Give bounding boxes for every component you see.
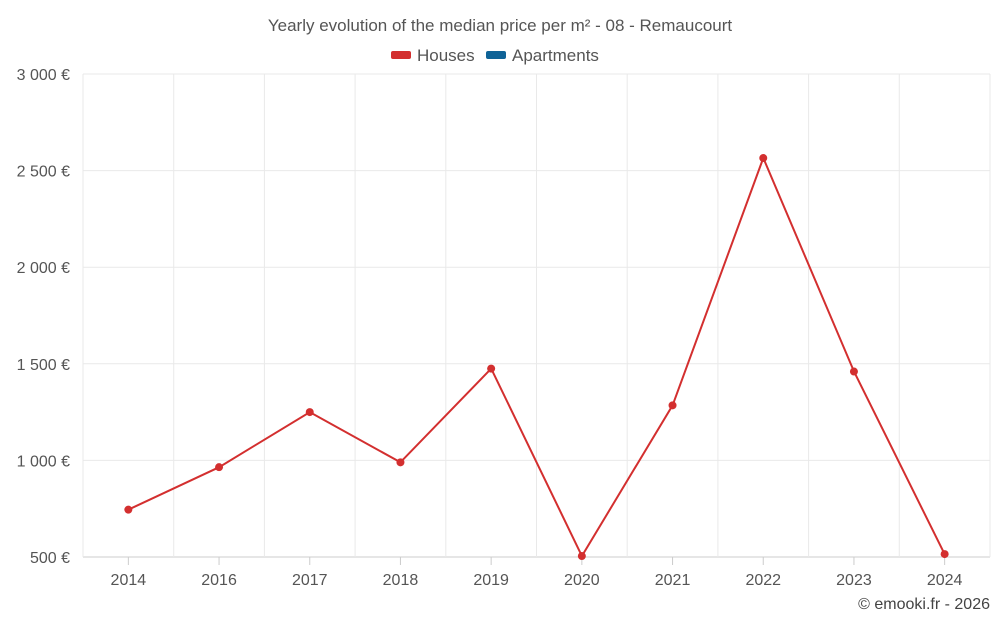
x-tick-label: 2022 xyxy=(745,572,781,589)
data-point-houses-2022[interactable] xyxy=(759,154,768,163)
legend-swatch-houses xyxy=(391,51,411,59)
legend-label-houses: Houses xyxy=(417,46,475,65)
chart-title: Yearly evolution of the median price per… xyxy=(268,16,733,35)
legend: Houses Apartments xyxy=(391,46,599,65)
x-tick-label: 2019 xyxy=(473,572,509,589)
data-point-houses-2017[interactable] xyxy=(305,408,314,417)
y-tick-label: 500 € xyxy=(30,550,70,567)
data-point-houses-2020[interactable] xyxy=(577,552,586,561)
x-tick-label: 2018 xyxy=(383,572,419,589)
series-line-houses xyxy=(127,155,946,559)
data-point-houses-2018[interactable] xyxy=(396,458,405,467)
data-point-houses-2021[interactable] xyxy=(668,401,677,410)
y-tick-label: 1 000 € xyxy=(17,453,70,470)
x-axis-labels: 2014 2016 2017 2018 2019 2020 2021 2022 2023 2024 xyxy=(111,557,963,589)
y-tick-label: 3 000 € xyxy=(17,67,70,84)
credit-text: © emooki.fr - 2026 xyxy=(858,596,990,613)
x-tick-label: 2017 xyxy=(292,572,328,589)
data-point-houses-2014[interactable] xyxy=(124,505,133,514)
legend-item-apartments[interactable]: Apartments xyxy=(486,46,599,65)
x-tick-label: 2020 xyxy=(564,572,600,589)
y-tick-label: 2 500 € xyxy=(17,164,70,181)
x-tick-label: 2014 xyxy=(111,572,147,589)
series-group xyxy=(124,154,949,561)
legend-item-houses[interactable]: Houses xyxy=(391,46,475,65)
y-axis-labels: 500 € 1 000 € 1 500 € 2 000 € 2 500 € 3 000 € xyxy=(17,67,70,567)
x-tick-label: 2016 xyxy=(201,572,237,589)
x-tick-label: 2024 xyxy=(927,572,963,589)
data-point-houses-2016[interactable] xyxy=(215,463,224,472)
data-point-houses-2023[interactable] xyxy=(849,367,858,376)
data-point-houses-2024[interactable] xyxy=(940,550,949,559)
y-tick-label: 1 500 € xyxy=(17,357,70,374)
x-tick-label: 2021 xyxy=(655,572,691,589)
data-point-houses-2019[interactable] xyxy=(487,364,496,373)
legend-label-apartments: Apartments xyxy=(512,46,599,65)
x-tick-label: 2023 xyxy=(836,572,872,589)
legend-swatch-apartments xyxy=(486,51,506,59)
y-tick-label: 2 000 € xyxy=(17,260,70,277)
x-gridlines xyxy=(82,74,991,557)
